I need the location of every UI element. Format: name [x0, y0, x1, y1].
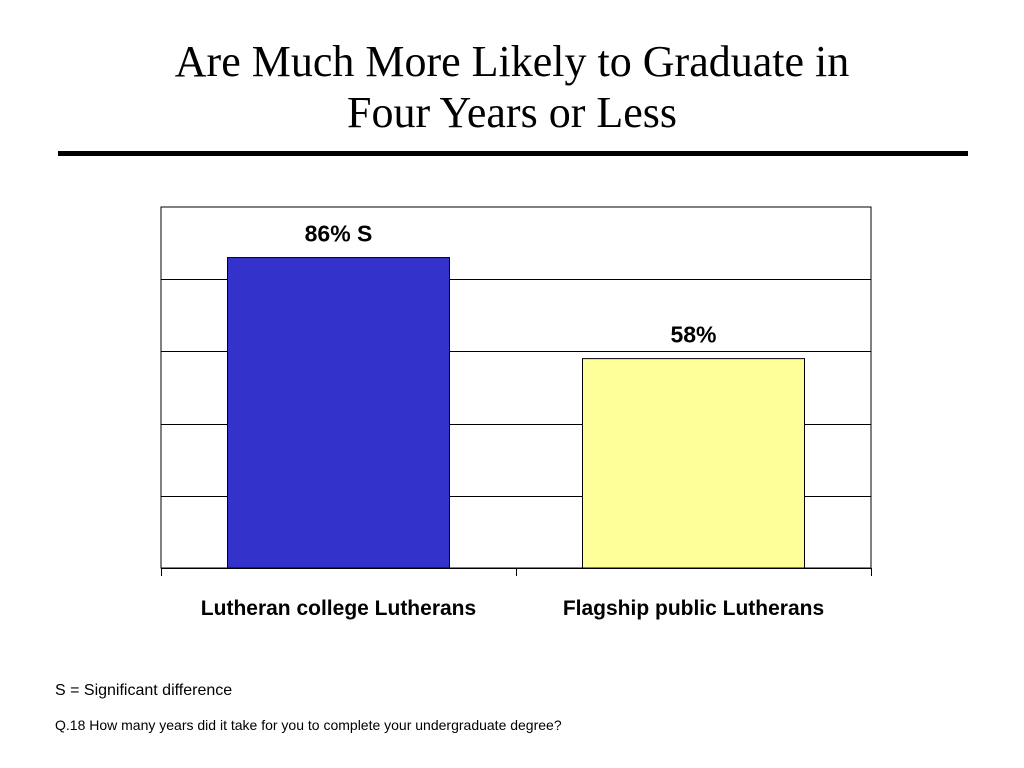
title-line-1: Are Much More Likely to Graduate in: [174, 37, 850, 86]
data-label: 86% S: [305, 221, 373, 247]
bar: [582, 358, 805, 569]
data-labels: 86% S 58%: [305, 221, 717, 348]
x-axis: Lutheran college Lutherans Flagship publi…: [161, 568, 872, 620]
title-line-2: Four Years or Less: [347, 88, 677, 137]
bar: [227, 257, 450, 569]
x-tick-label: Flagship public Lutherans: [563, 597, 824, 620]
title-underline: [58, 151, 968, 156]
x-tick-label: Lutheran college Lutherans: [201, 597, 476, 620]
significance-footnote: S = Significant difference: [55, 682, 233, 699]
chart-title: Are Much More Likely to Graduate in Four…: [40, 36, 984, 138]
question-footnote: Q.18 How many years did it take for you …: [55, 717, 562, 733]
data-label: 58%: [670, 322, 716, 348]
bars: [227, 257, 805, 569]
